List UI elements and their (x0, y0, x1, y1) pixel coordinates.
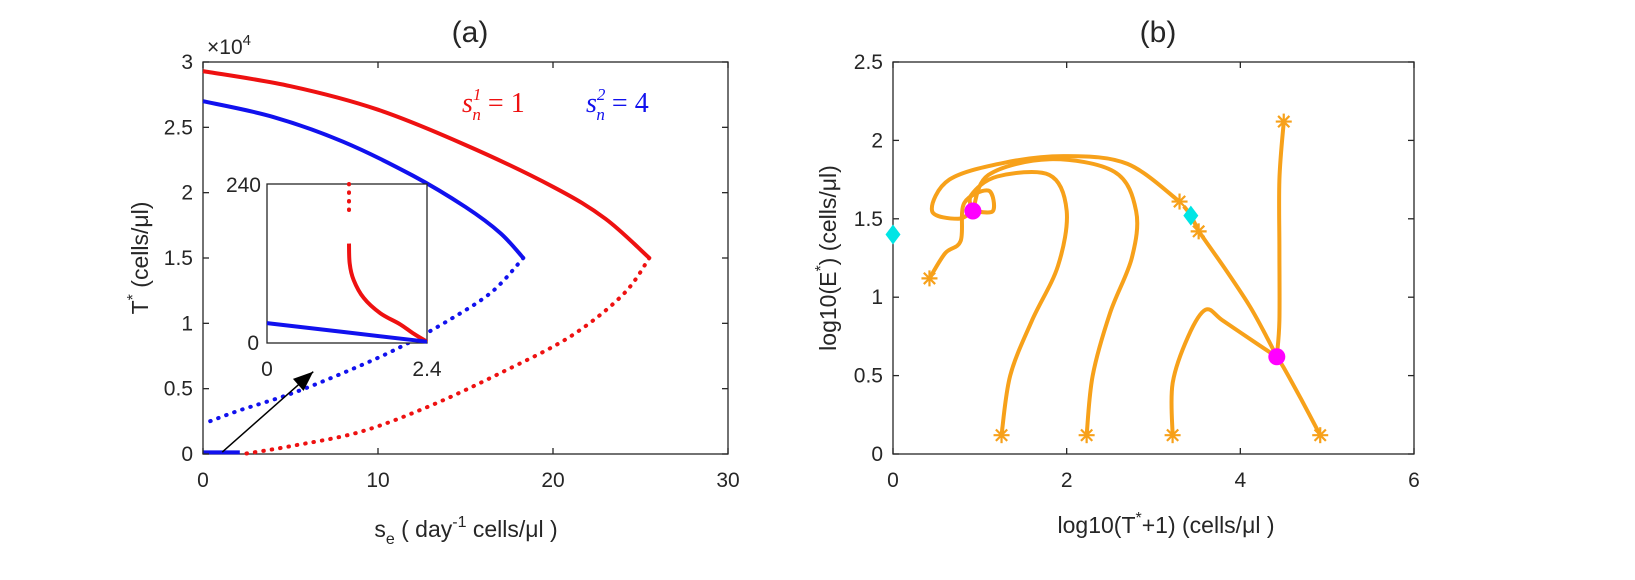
panel-b-stable-point (964, 202, 982, 220)
panel-a-series-line (202, 99, 525, 260)
panel-b-start-marker (1078, 427, 1095, 444)
inset-series-line (266, 321, 428, 344)
panel-b-title: (b) (1140, 16, 1177, 49)
panel-b-start-marker-stroke (1080, 428, 1094, 442)
inset-xtick-label: 0 (261, 358, 273, 381)
panel-a-ylabel: T* (cells/μl) (125, 202, 153, 315)
panel-a-xtick-label: 10 (366, 469, 389, 492)
panel-b-trajectory (929, 154, 1181, 221)
panel-b-ytick-label: 1 (871, 286, 883, 309)
panel-b-start-marker-stroke (1166, 428, 1180, 442)
panel-b-start-marker (1171, 193, 1188, 210)
panel-b-start-marker-stroke (1277, 115, 1291, 129)
panel-a-series-line (241, 256, 652, 456)
panel-a-title: (a) (452, 16, 489, 49)
panel-a-xtick-label: 30 (716, 469, 739, 492)
panel-a-ytick-label: 0 (181, 443, 193, 466)
panel-b-start-marker-stroke (995, 428, 1008, 442)
panel-b-start-marker-stroke (1313, 428, 1327, 442)
panel-a-exponent: ×104 (207, 32, 251, 59)
panel-a-xlabel: se ( day-1 cells/μl ) (374, 514, 557, 548)
panel-b-start-marker (1164, 427, 1181, 444)
inset-ytick-label: 240 (226, 174, 261, 197)
panel-a-annotation-arrow-head (292, 371, 314, 391)
panel-a: (a) 0 10 20 30 0 0.5 1 1.5 2 2.5 3 ×104 se ( day-1… (125, 16, 740, 548)
panel-a-xtick-label: 0 (197, 469, 209, 492)
panel-b-ytick-label: 1.5 (854, 208, 883, 231)
panel-a-ytick-label: 3 (181, 51, 193, 74)
panel-b-trajectory (1275, 355, 1322, 437)
inset-xtick-label: 2.4 (412, 358, 442, 381)
panel-a-ytick-label: 0.5 (164, 378, 193, 401)
panel-a-legend: s1 n = 1 s2 n = 4 (462, 85, 649, 124)
panel-b-xtick-label: 0 (887, 469, 899, 492)
panel-b-start-marker (921, 270, 938, 287)
inset-ytick-label: 0 (247, 332, 259, 355)
panel-a-ytick-label: 1.5 (164, 247, 193, 270)
panel-b-trajectory (1169, 307, 1278, 436)
panel-b-saddle-point (885, 224, 901, 245)
panel-a-ticks: 0 10 20 30 0 0.5 1 1.5 2 2.5 3 (164, 51, 740, 492)
panel-b-start-marker (1275, 113, 1292, 130)
panel-b-stable-point (1268, 348, 1286, 366)
panel-b-start-marker-stroke (923, 271, 936, 285)
inset-axes-box (266, 183, 428, 344)
panel-b-ticks: 0 2 4 6 0 0.5 1 1.5 2 2.5 (854, 51, 1420, 492)
panel-a-series-line (201, 256, 526, 426)
panel-b-trajectory (1274, 121, 1286, 357)
panel-a-inset: 240 00 2.4 (226, 174, 442, 381)
panel-b-xtick-label: 4 (1234, 469, 1246, 492)
panel-b-ytick-label: 0 (871, 443, 883, 466)
panel-b-trajectory (1197, 230, 1279, 358)
panel-a-ytick-label: 1 (181, 312, 193, 335)
panel-b-xtick-label: 6 (1408, 469, 1420, 492)
panel-b-trajectory (927, 188, 996, 280)
panel-b-saddle-point (1183, 205, 1199, 226)
panel-a-series-line (202, 69, 651, 260)
panel-b-start-marker (993, 427, 1010, 444)
panel-b: (b) 0 2 4 6 0 0.5 1 1.5 2 2.5 log10(T*+1) (cells/… (813, 16, 1420, 538)
panel-b-start-marker (1190, 223, 1207, 240)
panel-b-xlabel: log10(T*+1) (cells/μl ) (1058, 510, 1275, 538)
panel-b-trajectory (967, 169, 1069, 436)
panel-b-trajectory (970, 157, 1140, 436)
panel-a-ytick-label: 2 (181, 182, 193, 205)
panel-a-annotation-arrow-line (221, 371, 314, 453)
panel-b-xtick-label: 2 (1061, 469, 1073, 492)
panel-a-plot-area (201, 61, 729, 456)
panel-a-ytick-label: 2.5 (164, 116, 193, 139)
panel-b-ytick-label: 2 (871, 129, 883, 152)
panel-a-legend-entry: s2 n = 4 (586, 85, 649, 124)
panel-b-axes-box (892, 61, 1415, 455)
panel-b-ylabel: log10(E*) (cells/μl) (813, 165, 841, 351)
panel-b-ytick-label: 0.5 (854, 365, 883, 388)
panel-a-legend-entry: s1 n = 1 (462, 85, 525, 124)
panel-b-start-marker-stroke (1192, 224, 1206, 238)
panel-b-ytick-label: 2.5 (854, 51, 883, 74)
panel-b-start-marker (1312, 427, 1329, 444)
panel-b-plot-area (885, 61, 1415, 455)
panel-a-xtick-label: 20 (541, 469, 564, 492)
panel-b-start-marker-stroke (1173, 195, 1186, 208)
inset-series-line (347, 243, 429, 344)
